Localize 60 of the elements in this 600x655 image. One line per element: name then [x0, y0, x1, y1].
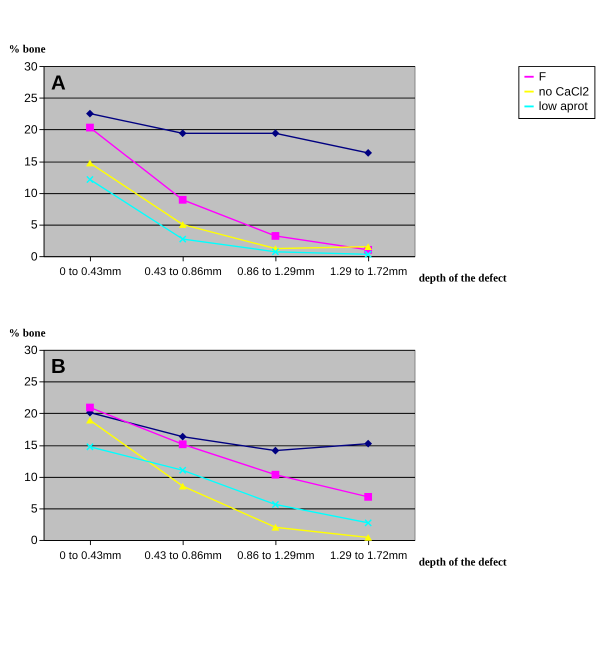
point — [272, 470, 280, 479]
y-tick-label: 30 — [24, 343, 38, 358]
point — [178, 432, 187, 441]
point — [86, 442, 94, 451]
legend-label: low aprot — [538, 99, 588, 114]
point — [178, 129, 187, 138]
y-axis-title: % bone — [8, 327, 46, 340]
y-tick-label: 5 — [30, 501, 38, 516]
y-tick-label: 5 — [30, 218, 38, 232]
x-tick-label: 1.29 to 1.72mm — [330, 550, 408, 562]
point — [364, 534, 372, 541]
point — [86, 110, 94, 118]
x-tick-label: 0.43 to 0.86mm — [144, 266, 222, 278]
point — [178, 466, 187, 474]
point — [364, 149, 372, 157]
point — [86, 160, 94, 166]
y-tick-label: 30 — [24, 59, 38, 74]
point — [86, 404, 94, 412]
x-tick-label: 0 to 0.43mm — [60, 550, 122, 562]
point — [364, 492, 372, 501]
annotation: B — [51, 356, 66, 378]
point — [178, 235, 187, 243]
x-tick-label: 0.43 to 0.86mm — [144, 550, 222, 562]
point — [364, 243, 372, 250]
y-tick-label: 0 — [30, 249, 38, 264]
x-axis-title: depth of the defect — [418, 556, 507, 568]
point — [272, 446, 280, 454]
point — [86, 176, 94, 184]
x-axis-title: depth of the defect — [418, 272, 507, 285]
legend-label: F — [538, 69, 546, 84]
annotation: A — [51, 72, 66, 94]
x-tick-label: 0.86 to 1.29mm — [237, 266, 314, 278]
y-axis-title: % bone — [8, 44, 46, 56]
point — [364, 440, 372, 448]
x-tick-label: 0 to 0.43mm — [60, 266, 122, 278]
point — [272, 500, 280, 508]
point — [272, 248, 280, 256]
point — [178, 482, 187, 490]
y-tick-label: 25 — [24, 374, 38, 389]
point — [364, 519, 372, 527]
y-tick-label: 15 — [24, 154, 38, 168]
point — [272, 129, 280, 138]
point — [86, 124, 94, 132]
x-tick-label: 1.29 to 1.72mm — [330, 266, 408, 278]
legend-label: no CaCl2 — [538, 84, 590, 98]
y-tick-label: 20 — [24, 122, 38, 137]
y-tick-label: 20 — [24, 406, 38, 420]
x-tick-label: 0.86 to 1.29mm — [237, 550, 314, 562]
point — [272, 524, 280, 531]
point — [364, 250, 372, 258]
point — [86, 416, 94, 424]
point — [178, 196, 187, 204]
point — [272, 232, 280, 240]
point — [178, 221, 187, 228]
y-tick-label: 15 — [24, 438, 38, 452]
y-tick-label: 0 — [30, 533, 38, 548]
y-tick-label: 10 — [24, 470, 38, 484]
point — [178, 440, 187, 448]
y-tick-label: 25 — [24, 90, 38, 105]
y-tick-label: 10 — [24, 186, 38, 200]
